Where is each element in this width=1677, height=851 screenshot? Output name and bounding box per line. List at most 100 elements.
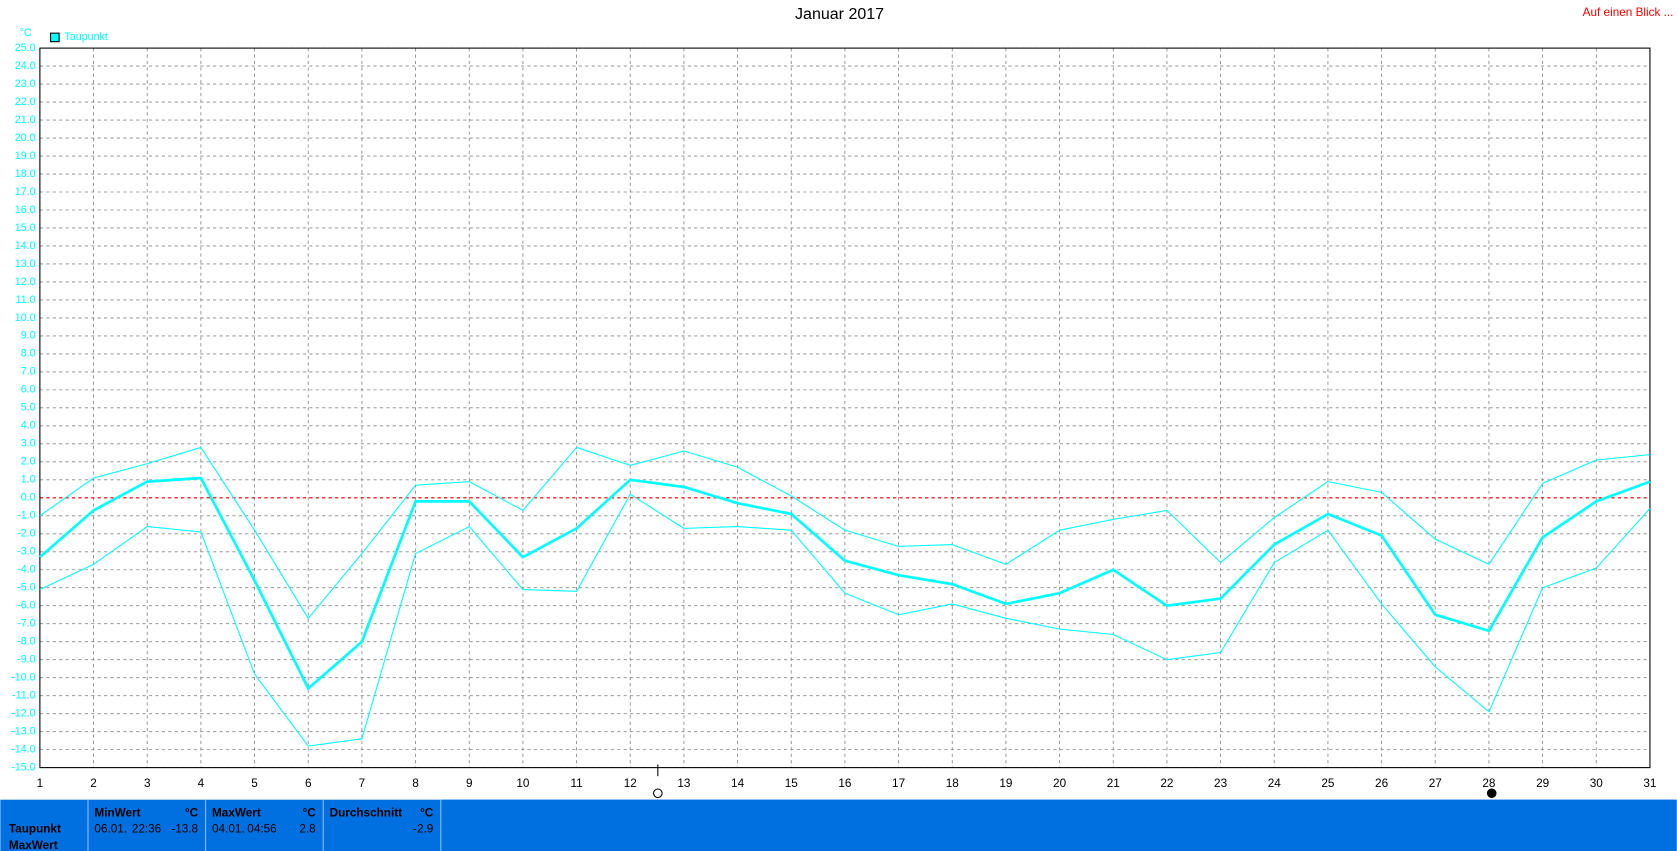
y-tick-label: 18.0 xyxy=(15,168,36,180)
y-tick-label: 25.0 xyxy=(15,42,36,54)
x-tick-label: 28 xyxy=(1482,777,1496,790)
y-tick-label: 11.0 xyxy=(16,294,36,306)
min-time: 22:36 xyxy=(132,823,162,836)
x-tick-label: 27 xyxy=(1429,777,1442,790)
x-tick-label: 19 xyxy=(999,777,1012,790)
y-tick-label: 4.0 xyxy=(21,420,36,432)
y-tick-label: 19.0 xyxy=(15,150,36,162)
y-tick-label: -10.0 xyxy=(11,672,35,684)
y-tick-label: 10.0 xyxy=(15,312,36,324)
y-tick-label: -6.0 xyxy=(17,600,35,612)
y-tick-label: -9.0 xyxy=(17,654,35,666)
row-label: MaxWert xyxy=(9,839,58,851)
x-tick-label: 12 xyxy=(624,777,637,790)
x-tick-label: 10 xyxy=(516,777,530,790)
y-tick-label: -4.0 xyxy=(17,564,35,576)
x-tick-label: 30 xyxy=(1590,777,1604,790)
x-tick-label: 8 xyxy=(412,777,419,790)
y-tick-label: 1.0 xyxy=(21,474,36,486)
x-tick-label: 21 xyxy=(1107,777,1120,790)
y-tick-label: 0.0 xyxy=(21,492,36,504)
x-tick-label: 2 xyxy=(90,777,97,790)
y-tick-label: -3.0 xyxy=(17,546,35,558)
y-tick-label: 7.0 xyxy=(21,366,36,378)
x-tick-label: 31 xyxy=(1643,777,1656,790)
panel-bg xyxy=(440,799,1677,851)
legend-swatch xyxy=(50,32,60,43)
moon-full xyxy=(1486,788,1497,799)
min-date: 06.01. xyxy=(94,823,127,836)
x-tick-label: 6 xyxy=(305,777,312,790)
x-tick-label: 25 xyxy=(1321,777,1335,790)
chart-title: Januar 2017 xyxy=(795,5,884,23)
summary-panel: Taupunkt MaxWert MinWert °C 06.01. 22:36… xyxy=(0,799,1677,851)
plot-frame xyxy=(39,47,1651,769)
x-tick-label: 26 xyxy=(1375,777,1389,790)
y-tick-label: 3.0 xyxy=(21,438,36,450)
legend-label: Taupunkt xyxy=(64,31,107,43)
x-tick-label: 22 xyxy=(1160,777,1173,790)
y-tick-label: -5.0 xyxy=(17,582,35,594)
y-tick-label: 6.0 xyxy=(21,384,36,396)
y-tick-label: -8.0 xyxy=(17,636,35,648)
col-unit: °C xyxy=(420,807,434,820)
max-time: 04:56 xyxy=(247,823,277,836)
y-tick-label: -7.0 xyxy=(17,618,35,630)
x-tick-label: 14 xyxy=(731,777,745,790)
header-link[interactable]: Auf einen Blick ... xyxy=(1583,6,1674,19)
x-tick-label: 16 xyxy=(838,777,852,790)
y-tick-label: 20.0 xyxy=(15,132,36,144)
x-tick-label: 4 xyxy=(198,777,205,790)
col-unit: °C xyxy=(303,807,317,820)
y-tick-label: -15.0 xyxy=(11,761,35,773)
y-tick-label: -1.0 xyxy=(17,510,35,522)
y-tick-label: 8.0 xyxy=(21,348,36,360)
y-tick-label: 2.0 xyxy=(21,456,36,468)
col-title: MaxWert xyxy=(212,807,261,820)
x-tick-label: 29 xyxy=(1536,777,1549,790)
col-unit: °C xyxy=(185,807,199,820)
y-tick-label: 23.0 xyxy=(15,78,36,90)
x-tick-label: 20 xyxy=(1053,777,1067,790)
row-label: Taupunkt xyxy=(9,823,61,836)
y-tick-label: 5.0 xyxy=(21,402,36,414)
y-tick-label: -2.0 xyxy=(17,528,35,540)
avg-value: -2.9 xyxy=(413,823,433,836)
data-line xyxy=(39,476,1651,690)
y-tick-label: 12.0 xyxy=(15,276,36,288)
x-tick-label: 13 xyxy=(677,777,691,790)
y-tick-label: 15.0 xyxy=(15,222,36,234)
x-tick-label: 24 xyxy=(1268,777,1282,790)
x-tick-label: 15 xyxy=(785,777,799,790)
y-tick-label: -13.0 xyxy=(11,725,35,737)
x-tick-label: 17 xyxy=(892,777,905,790)
y-tick-label: 24.0 xyxy=(15,60,36,72)
moon-new xyxy=(653,788,663,799)
x-tick-label: 23 xyxy=(1214,777,1228,790)
y-tick-label: -11.0 xyxy=(12,689,36,701)
y-tick-label: 14.0 xyxy=(15,240,36,252)
y-tick-label: 13.0 xyxy=(15,258,36,270)
x-tick-label: 5 xyxy=(251,777,258,790)
min-value: -13.8 xyxy=(171,823,198,836)
y-tick-label: 9.0 xyxy=(21,330,36,342)
col-title: Durchschnitt xyxy=(330,807,403,820)
x-tick-label: 18 xyxy=(946,777,960,790)
y-tick-label: 17.0 xyxy=(15,186,36,198)
y-axis-label: °C xyxy=(20,27,32,39)
x-tick-label: 11 xyxy=(570,777,582,790)
x-tick-label: 7 xyxy=(359,777,366,790)
x-tick-label: 9 xyxy=(466,777,473,790)
x-tick-label: 1 xyxy=(37,777,44,790)
x-tick-label: 3 xyxy=(144,777,151,790)
y-tick-label: 22.0 xyxy=(15,96,36,108)
data-line xyxy=(39,446,1650,619)
y-tick-label: 16.0 xyxy=(15,204,36,216)
col-title: MinWert xyxy=(94,807,140,820)
y-tick-label: -12.0 xyxy=(11,707,35,719)
max-value: 2.8 xyxy=(299,823,316,836)
data-line xyxy=(39,493,1651,747)
max-date: 04.01. xyxy=(212,823,245,836)
y-tick-label: -14.0 xyxy=(11,743,35,755)
